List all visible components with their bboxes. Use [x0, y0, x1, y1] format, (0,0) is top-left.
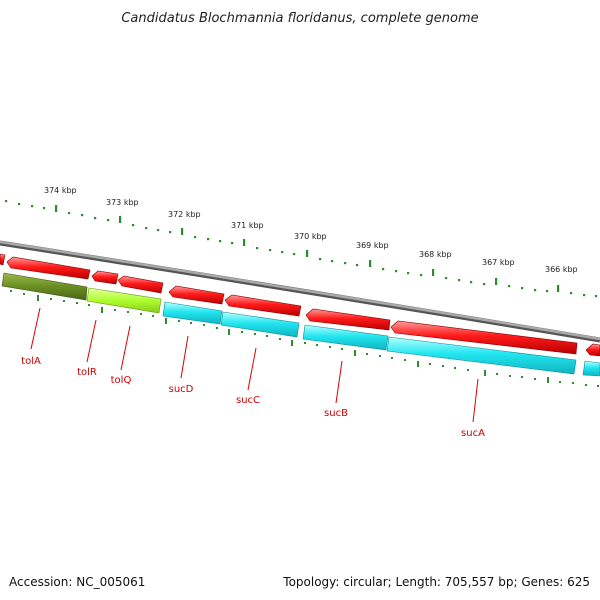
gene-label: sucC [236, 395, 260, 406]
gene-leader-lines [30, 307, 479, 423]
cds-cyan [582, 360, 600, 377]
scale-label: 371 kbp [231, 221, 264, 230]
scale-label: 373 kbp [106, 198, 139, 207]
inner-ticks [10, 290, 599, 387]
reverse-strand-features [1, 272, 600, 377]
gene-label: sucB [324, 408, 348, 419]
cds-arrow [585, 343, 600, 357]
accession-label: Accession: NC_005061 [9, 575, 145, 589]
cds-arrow [224, 294, 302, 317]
scale-label: 369 kbp [356, 241, 389, 250]
cds-arrow [168, 285, 225, 305]
scale-label: 366 kbp [545, 265, 578, 274]
cds-arrow [91, 270, 119, 285]
scale-label: 370 kbp [294, 232, 327, 241]
genome-backbone [0, 240, 600, 343]
gene-label: tolR [77, 367, 97, 378]
scale-label: 374 kbp [44, 186, 77, 195]
cds-lime [86, 287, 162, 314]
cds-arrow [117, 275, 164, 294]
gene-label: tolA [21, 356, 41, 367]
scale-labels: 374 kbp 373 kbp 372 kbp 371 kbp 370 kbp … [44, 186, 578, 274]
genome-summary: Topology: circular; Length: 705,557 bp; … [282, 575, 590, 589]
map-title: Candidatus Blochmannia floridanus, compl… [121, 11, 478, 26]
cds-cyan [162, 301, 223, 325]
cds-olive [1, 272, 88, 301]
scale-label: 372 kbp [168, 210, 201, 219]
cds-arrow [390, 320, 578, 355]
cds-arrow [6, 256, 91, 280]
gene-label: sucD [169, 384, 194, 395]
cds-cyan [302, 324, 389, 351]
forward-strand-features [0, 253, 600, 357]
cds-cyan [220, 311, 300, 338]
scale-ticks [5, 200, 598, 298]
cds-arrow [305, 308, 391, 331]
cds-arrow [0, 253, 6, 266]
gene-label: tolQ [111, 375, 132, 386]
gene-label: sucA [461, 428, 485, 439]
scale-label: 367 kbp [482, 258, 515, 267]
cds-cyan [386, 336, 577, 375]
gene-labels: tolA tolR tolQ sucD sucC sucB sucA [21, 356, 485, 439]
scale-label: 368 kbp [419, 250, 452, 259]
